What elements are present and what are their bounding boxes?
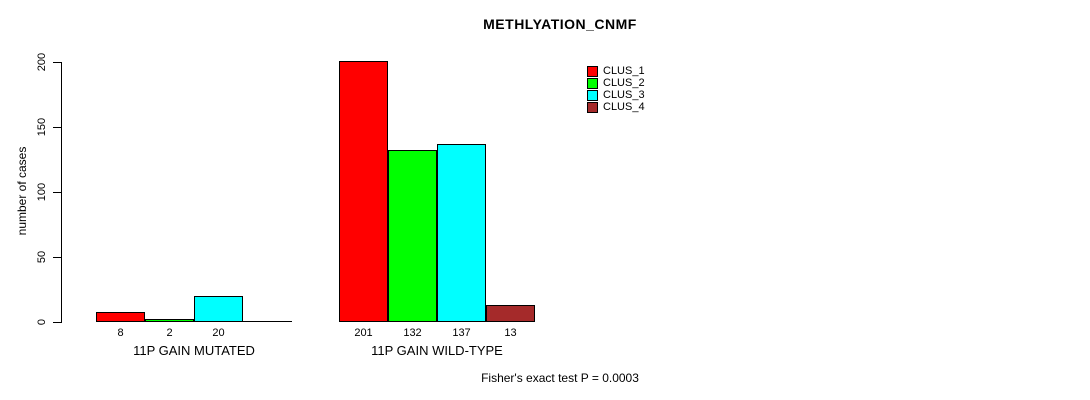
bar (388, 150, 437, 322)
bar-value-label: 2 (166, 327, 173, 339)
legend-swatch (587, 66, 598, 77)
x-group-label: 11P GAIN MUTATED (133, 343, 255, 358)
y-axis-tick (53, 192, 61, 193)
legend-swatch (587, 90, 598, 101)
bar-value-label: 137 (452, 327, 471, 339)
y-axis-tick (53, 127, 61, 128)
y-axis-tick (53, 322, 61, 323)
y-axis-tick-label: 0 (36, 318, 48, 326)
bar-value-label: 132 (403, 327, 422, 339)
bar-value-label: 8 (117, 327, 124, 339)
fisher-test-footnote: Fisher's exact test P = 0.0003 (481, 371, 639, 385)
zero-height-bar (243, 321, 292, 322)
legend-swatch (587, 102, 598, 113)
y-axis-tick-label: 100 (36, 182, 48, 202)
legend-label: CLUS_1 (603, 65, 645, 77)
bar (194, 296, 243, 322)
legend-label: CLUS_3 (603, 89, 645, 101)
bar (96, 312, 145, 322)
bar-value-label: 201 (354, 327, 373, 339)
y-axis-tick (53, 62, 61, 63)
legend-label: CLUS_4 (603, 101, 645, 113)
legend-label: CLUS_2 (603, 77, 645, 89)
y-axis-tick-label: 50 (36, 250, 48, 264)
bar (145, 319, 194, 322)
y-axis-tick (53, 257, 61, 258)
bar (339, 61, 388, 322)
bar-value-label: 20 (212, 327, 225, 339)
y-axis-line (61, 62, 62, 323)
bar (486, 305, 535, 322)
y-axis-tick-label: 200 (36, 52, 48, 72)
chart-title: METHLYATION_CNMF (483, 16, 637, 32)
x-group-label: 11P GAIN WILD-TYPE (371, 343, 503, 358)
bar-value-label: 13 (504, 327, 517, 339)
legend-swatch (587, 78, 598, 89)
bar (437, 144, 486, 322)
y-axis-tick-label: 150 (36, 117, 48, 137)
